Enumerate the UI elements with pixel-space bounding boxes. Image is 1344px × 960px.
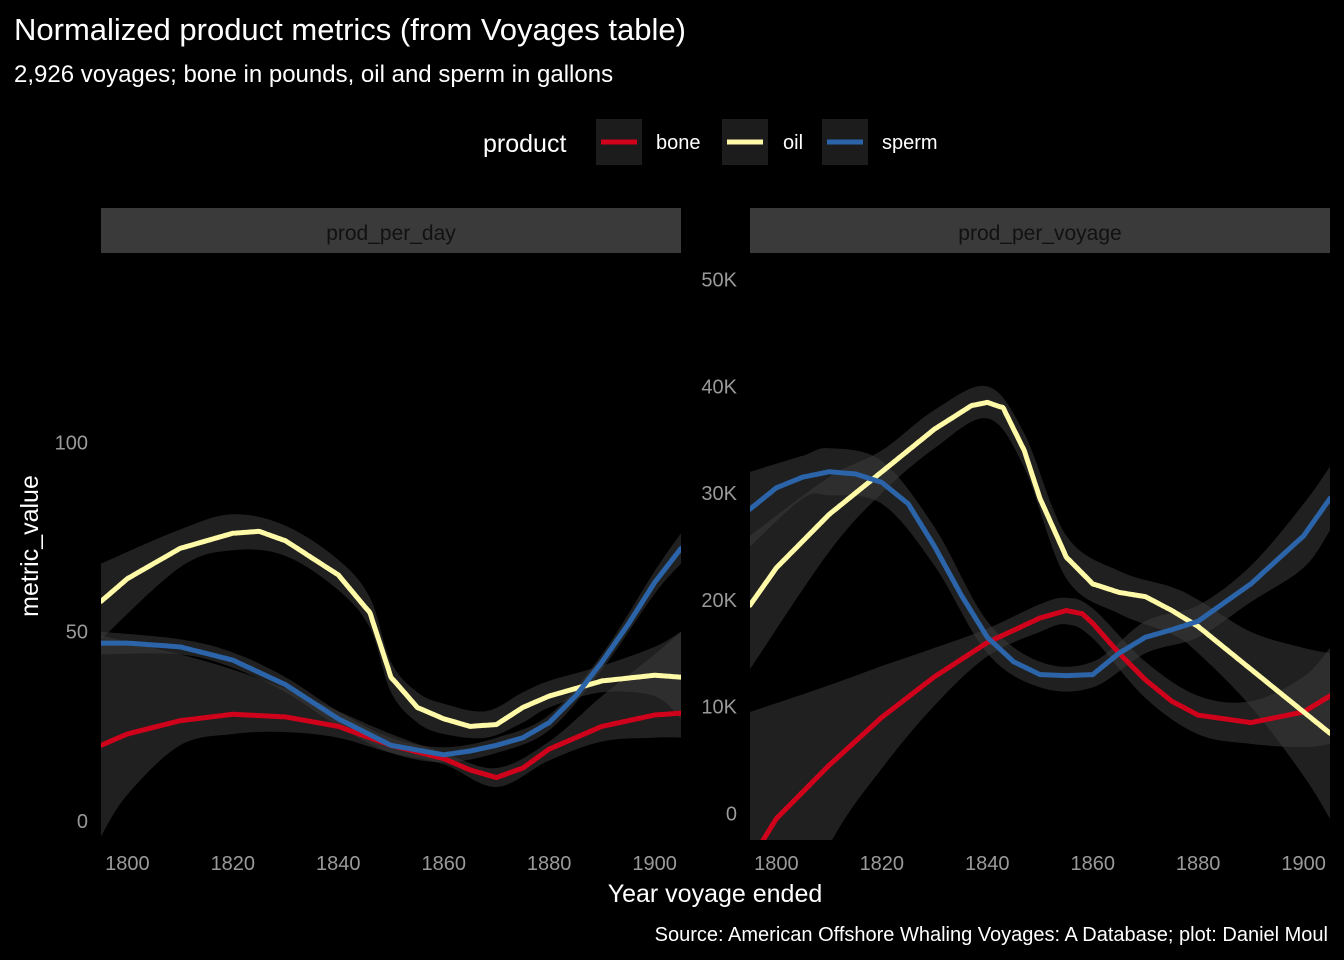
x-tick-label: 1820 bbox=[860, 853, 905, 875]
x-tick-label: 1860 bbox=[421, 853, 466, 875]
x-tick-label: 1900 bbox=[1281, 853, 1326, 875]
panel-prod-per-voyage: prod_per_voyage 1800 1820 1840 1860 1880 1900… bbox=[701, 208, 1330, 875]
legend-label-sperm: sperm bbox=[882, 132, 938, 154]
legend-label-oil: oil bbox=[783, 132, 803, 154]
ribbon-sperm bbox=[750, 448, 1330, 692]
series-line-sperm bbox=[101, 545, 681, 758]
y-tick-label: 0 bbox=[726, 803, 737, 825]
y-tick-label: 0 bbox=[77, 811, 88, 833]
x-tick-label: 1800 bbox=[105, 853, 150, 875]
legend-label-bone: bone bbox=[656, 132, 701, 154]
series-line-bone bbox=[760, 608, 1330, 840]
legend-item-sperm: sperm bbox=[822, 119, 938, 165]
legend-item-oil: oil bbox=[722, 119, 803, 165]
x-axis-title: Year voyage ended bbox=[608, 880, 823, 908]
y-tick-label: 100 bbox=[55, 432, 88, 454]
strip-prod-per-day bbox=[101, 208, 681, 253]
y-axis-title: metric_value bbox=[16, 475, 44, 617]
strip-prod-per-voyage bbox=[750, 208, 1330, 253]
strip-label-prod-per-day: prod_per_day bbox=[326, 222, 456, 245]
chart-title: Normalized product metrics (from Voyages… bbox=[14, 12, 686, 47]
x-tick-label: 1880 bbox=[1176, 853, 1221, 875]
ribbon-sperm bbox=[101, 533, 681, 763]
x-tick-label: 1820 bbox=[211, 853, 256, 875]
y-tick-label: 30K bbox=[701, 483, 737, 505]
strip-label-prod-per-voyage: prod_per_voyage bbox=[958, 222, 1121, 245]
legend: product bone oil sperm bbox=[483, 119, 938, 165]
y-tick-label: 20K bbox=[701, 590, 737, 612]
ribbon-bone bbox=[101, 631, 681, 837]
plot-area bbox=[101, 514, 681, 837]
series-line-oil bbox=[750, 399, 1330, 736]
legend-title: product bbox=[483, 130, 566, 158]
y-tick-label: 10K bbox=[701, 697, 737, 719]
x-tick-label: 1800 bbox=[754, 853, 799, 875]
x-tick-label: 1860 bbox=[1070, 853, 1115, 875]
plot-area bbox=[750, 385, 1330, 840]
y-tick-label: 50 bbox=[66, 622, 88, 644]
x-tick-label: 1880 bbox=[527, 853, 572, 875]
y-tick-label: 40K bbox=[701, 376, 737, 398]
chart-subtitle: 2,926 voyages; bone in pounds, oil and s… bbox=[14, 61, 613, 88]
series-line-sperm bbox=[750, 469, 1330, 679]
y-tick-label: 50K bbox=[701, 270, 737, 292]
x-tick-label: 1840 bbox=[316, 853, 361, 875]
panel-prod-per-day: prod_per_day 1800 1820 1840 1860 1880 1900 0 50… bbox=[55, 208, 681, 875]
x-tick-label: 1840 bbox=[965, 853, 1010, 875]
legend-item-bone: bone bbox=[596, 119, 701, 165]
caption: Source: American Offshore Whaling Voyage… bbox=[655, 924, 1328, 946]
x-tick-label: 1900 bbox=[632, 853, 677, 875]
